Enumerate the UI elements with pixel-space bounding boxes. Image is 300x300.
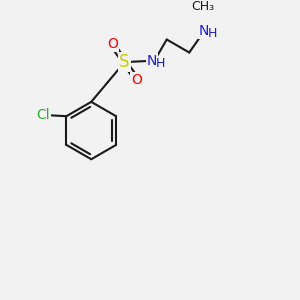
Text: H: H xyxy=(156,57,165,70)
Text: H: H xyxy=(208,28,218,40)
Text: N: N xyxy=(199,24,209,38)
Text: S: S xyxy=(119,53,130,71)
Text: O: O xyxy=(107,37,118,51)
Text: N: N xyxy=(147,54,157,68)
Text: CH₃: CH₃ xyxy=(191,0,214,13)
Text: O: O xyxy=(131,73,142,87)
Text: Cl: Cl xyxy=(36,108,50,122)
